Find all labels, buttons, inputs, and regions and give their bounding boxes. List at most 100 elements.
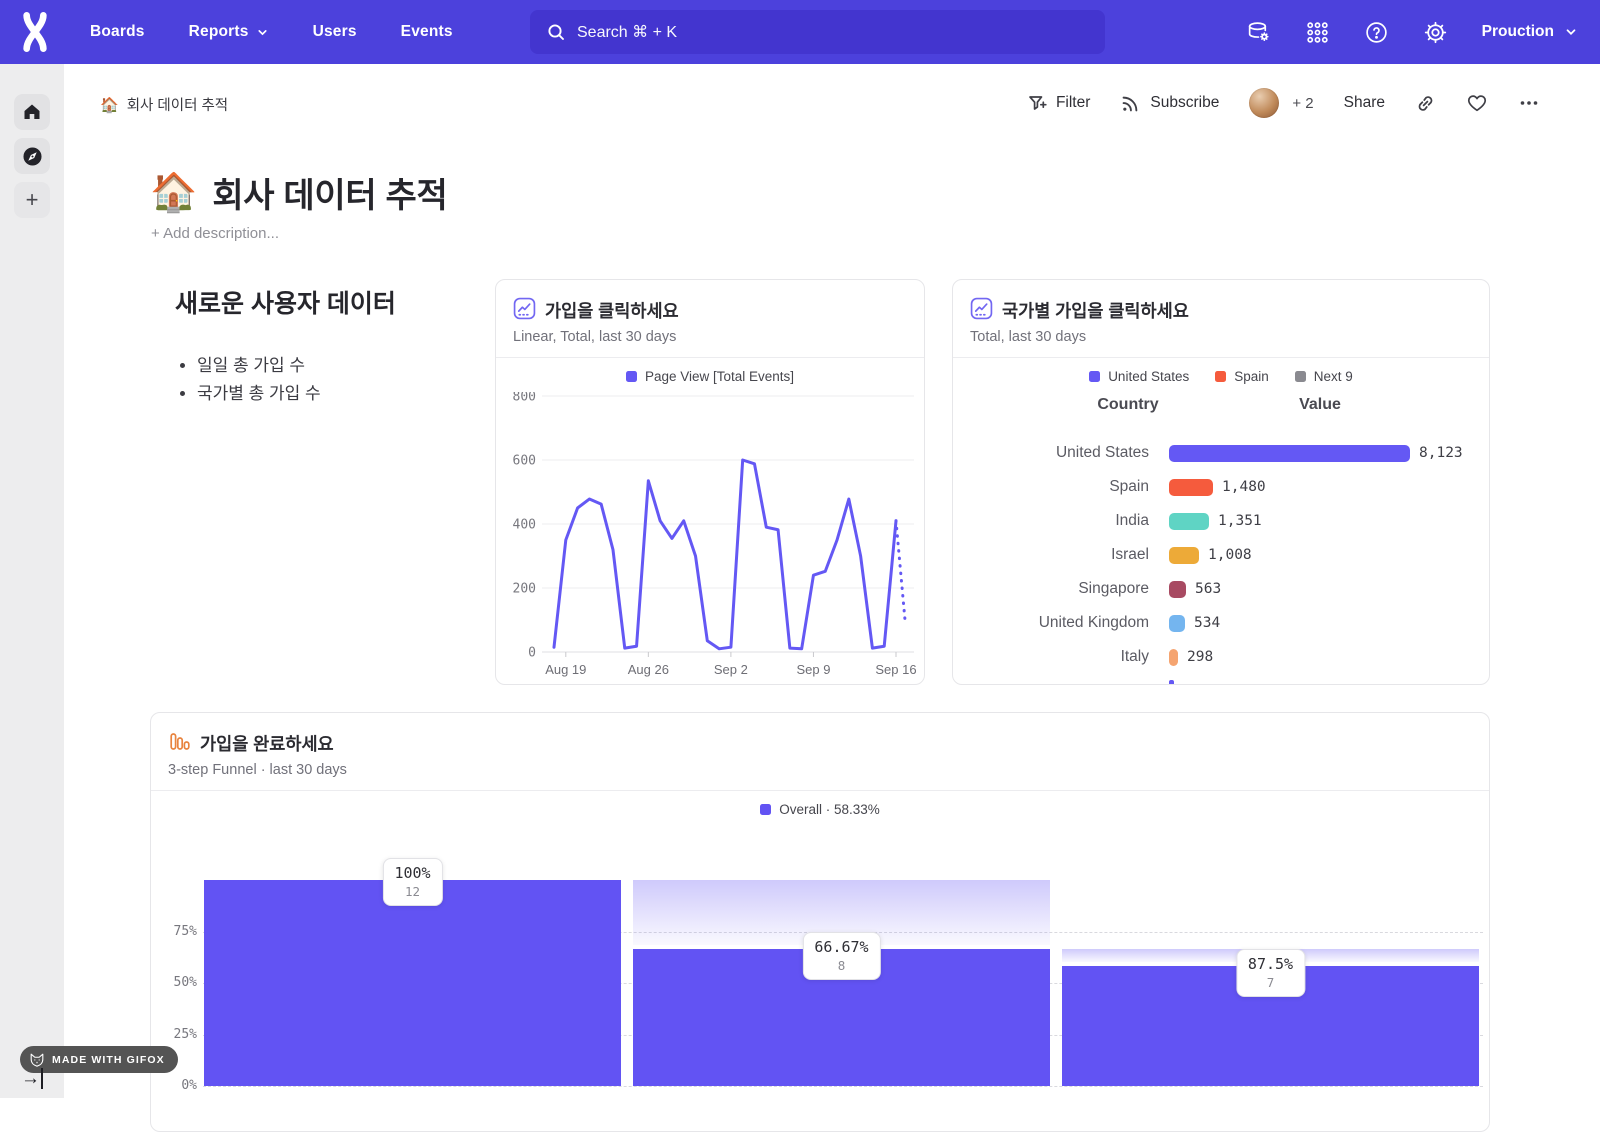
- project-switcher[interactable]: Prouction: [1482, 23, 1578, 41]
- line-chart-icon: [513, 297, 536, 320]
- country-label: Singapore: [1078, 580, 1149, 597]
- value-text: 1,008: [1208, 547, 1252, 563]
- legend-swatch: [625, 371, 637, 382]
- table-row: Spain 1,480: [953, 470, 1489, 504]
- value-bar[interactable]: [1169, 546, 1199, 564]
- filter-icon: [1029, 96, 1047, 110]
- line-plot[interactable]: 0 200 400 600 800 Aug 19 Aug 26 Sep 2 Sep 9 Sep 1…: [496, 392, 925, 682]
- add-board-button[interactable]: +: [14, 182, 50, 218]
- svg-text:Sep 9: Sep 9: [796, 662, 830, 677]
- value-text: 563: [1195, 581, 1222, 597]
- more-options-button[interactable]: [1518, 92, 1540, 114]
- apps-grid-icon[interactable]: [1305, 19, 1331, 45]
- legend-item[interactable]: Next 9: [1294, 369, 1353, 384]
- list-item: 일일 총 가입 수: [197, 352, 475, 380]
- nav-item-events[interactable]: Events: [400, 23, 453, 40]
- board-actions: Filter Subscribe + 2 Share: [1027, 88, 1540, 118]
- legend-swatch: [1294, 371, 1306, 382]
- ellipsis-icon: [1520, 101, 1538, 105]
- legend-label: United States: [1108, 369, 1190, 384]
- table-row: India 1,351: [953, 504, 1489, 538]
- collaborators[interactable]: + 2: [1249, 88, 1314, 118]
- nav-item-boards[interactable]: Boards: [90, 23, 145, 40]
- search-input[interactable]: Search ⌘ + K: [530, 10, 1105, 54]
- link-icon: [1418, 95, 1433, 111]
- value-bar[interactable]: [1169, 648, 1178, 666]
- y-axis-label: 25%: [173, 1026, 197, 1042]
- text-tile-heading: 새로운 사용자 데이터: [175, 290, 396, 318]
- board-title-text: 회사 데이터 추적: [212, 177, 448, 215]
- bar-chart-card[interactable]: 국가별 가입을 클릭하세요 Total, last 30 days United…: [952, 279, 1490, 685]
- svg-text:600: 600: [513, 454, 536, 469]
- filter-button[interactable]: Filter: [1027, 93, 1090, 113]
- search-placeholder: Search ⌘ + K: [577, 24, 678, 41]
- funnel-bar[interactable]: [633, 713, 1050, 1086]
- table-row: Israel 1,008: [953, 538, 1489, 572]
- value-bar[interactable]: [1169, 478, 1213, 496]
- funnel-step-tooltip: 87.5% 7: [1235, 948, 1306, 997]
- table-row: United States 8,123: [953, 436, 1489, 470]
- legend-item[interactable]: Spain: [1215, 369, 1269, 384]
- value-bar[interactable]: [1169, 580, 1186, 598]
- table-row: United Kingdom 534: [953, 606, 1489, 640]
- value-text: 534: [1194, 615, 1221, 631]
- clipped-bar-row: [1169, 680, 1174, 684]
- subscribe-button[interactable]: Subscribe: [1120, 93, 1219, 114]
- text-tile-list: 일일 총 가입 수 국가별 총 가입 수: [197, 352, 475, 408]
- svg-text:400: 400: [513, 518, 536, 533]
- country-label: United States: [1055, 444, 1149, 461]
- conversion-percent: 100%: [394, 864, 431, 882]
- legend-swatch: [1215, 371, 1227, 382]
- table-row: Italy 298: [953, 640, 1489, 674]
- help-icon[interactable]: [1364, 19, 1390, 45]
- legend-label: Spain: [1234, 369, 1269, 384]
- funnel-chart-card[interactable]: 가입을 완료하세요 3-step Funnel · last 30 days O…: [150, 712, 1490, 1132]
- breadcrumb[interactable]: 🏠 회사 데이터 추적: [100, 94, 228, 115]
- svg-text:Aug 26: Aug 26: [628, 662, 669, 677]
- card-subtitle: Total, last 30 days: [970, 329, 1087, 345]
- data-management-icon[interactable]: [1246, 19, 1272, 45]
- heart-icon: [1467, 95, 1487, 112]
- add-description[interactable]: + Add description...: [151, 225, 279, 242]
- board-title[interactable]: 🏠 회사 데이터 추적: [150, 168, 448, 217]
- legend-item[interactable]: United States: [1089, 369, 1189, 384]
- collapse-sidebar-icon[interactable]: →: [21, 1068, 43, 1090]
- funnel-bars-icon: [170, 733, 190, 750]
- column-header-value: Value: [1299, 396, 1341, 413]
- favorite-button[interactable]: [1466, 92, 1488, 114]
- funnel-plot: 75% 50% 25% 0% 100% 12 66.67% 8 87.5% 7: [151, 713, 1489, 1131]
- svg-text:0: 0: [528, 646, 536, 661]
- project-name: Prouction: [1481, 23, 1554, 40]
- settings-gear-icon[interactable]: [1423, 19, 1449, 45]
- value-text: 8,123: [1419, 445, 1463, 461]
- svg-text:Sep 2: Sep 2: [714, 662, 748, 677]
- primary-nav: Boards Reports Users Events: [90, 23, 453, 41]
- board-title-emoji: 🏠: [150, 171, 198, 214]
- y-axis-label: 0%: [181, 1078, 197, 1093]
- card-title: 국가별 가입을 클릭하세요: [1002, 301, 1189, 321]
- nav-item-reports[interactable]: Reports: [189, 23, 269, 41]
- share-button[interactable]: Share: [1343, 94, 1385, 111]
- text-tile[interactable]: 새로운 사용자 데이터 일일 총 가입 수 국가별 총 가입 수: [175, 284, 475, 408]
- country-label: United Kingdom: [1038, 614, 1149, 631]
- breadcrumb-label: 회사 데이터 추적: [126, 98, 229, 114]
- bar-rows: United States 8,123 Spain 1,480 India 1,351 Is…: [953, 436, 1489, 674]
- board-emoji: 🏠: [100, 96, 119, 114]
- gifox-label: MADE WITH GIFOX: [52, 1053, 165, 1066]
- value-bar[interactable]: [1169, 444, 1410, 462]
- card-subtitle: Linear, Total, last 30 days: [513, 329, 677, 345]
- card-header: 가입을 클릭하세요 Linear, Total, last 30 days: [496, 280, 924, 358]
- card-title: 가입을 완료하세요: [200, 734, 334, 754]
- value-bar[interactable]: [1169, 614, 1185, 632]
- copy-link-button[interactable]: [1415, 93, 1436, 114]
- nav-item-users[interactable]: Users: [312, 23, 357, 40]
- home-button[interactable]: [14, 94, 50, 130]
- funnel-bar[interactable]: [204, 713, 621, 1086]
- value-bar[interactable]: [1169, 512, 1209, 530]
- funnel-step-tooltip: 100% 12: [382, 858, 443, 906]
- discover-button[interactable]: [14, 138, 50, 174]
- mixpanel-logo-icon[interactable]: [18, 11, 52, 53]
- y-axis-label: 75%: [173, 923, 197, 939]
- line-chart-card[interactable]: 가입을 클릭하세요 Linear, Total, last 30 days Pa…: [495, 279, 925, 685]
- funnel-bar[interactable]: [1062, 713, 1479, 1086]
